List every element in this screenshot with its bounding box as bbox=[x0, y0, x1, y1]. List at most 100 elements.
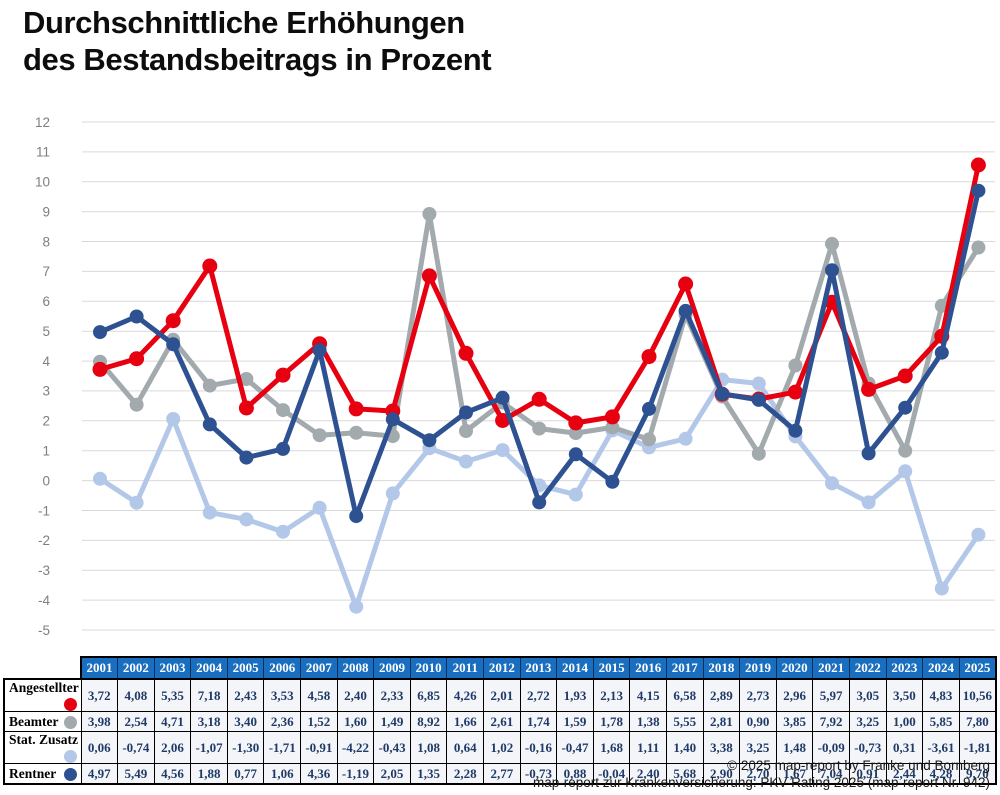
series-marker-beamter bbox=[642, 432, 656, 447]
value-cell: 2,44 bbox=[885, 763, 924, 785]
value-cell: 2,61 bbox=[483, 711, 521, 732]
y-axis-tick-label: 3 bbox=[42, 384, 50, 399]
value-cell: 3,50 bbox=[885, 678, 924, 712]
value-cell: 1,48 bbox=[775, 731, 814, 764]
legend-dot-rentner bbox=[63, 767, 77, 781]
series-marker-beamter bbox=[788, 358, 803, 373]
series-marker-angestellter bbox=[421, 268, 437, 284]
year-header-2002: 2002 bbox=[117, 656, 155, 680]
year-header-2015: 2015 bbox=[592, 656, 631, 680]
y-axis-tick-label: -4 bbox=[38, 593, 50, 608]
year-header-2012: 2012 bbox=[483, 656, 521, 680]
value-cell: 4,26 bbox=[446, 678, 485, 712]
series-marker-beamter bbox=[825, 236, 839, 251]
value-cell: 3,38 bbox=[702, 731, 741, 764]
series-marker-rentner bbox=[532, 495, 547, 510]
value-cell: 2,90 bbox=[702, 763, 741, 785]
value-cell: -0,91 bbox=[300, 731, 338, 764]
series-marker-rentner bbox=[349, 509, 364, 524]
value-cell: 2,28 bbox=[446, 763, 485, 785]
value-cell: -0,74 bbox=[117, 731, 155, 764]
series-marker-stat-zusatz bbox=[276, 524, 290, 539]
title-line-1: Durchschnittliche Erhöhungen bbox=[23, 5, 465, 40]
series-marker-angestellter bbox=[861, 381, 877, 397]
value-cell: 5,55 bbox=[666, 711, 704, 732]
series-marker-rentner bbox=[715, 386, 730, 401]
y-axis-tick-label: -5 bbox=[38, 623, 50, 638]
value-cell: 1,40 bbox=[666, 731, 704, 764]
series-marker-angestellter bbox=[238, 400, 254, 416]
series-marker-rentner bbox=[971, 183, 986, 198]
value-cell: 2,81 bbox=[702, 711, 741, 732]
series-marker-beamter bbox=[422, 207, 437, 221]
series-marker-rentner bbox=[385, 412, 400, 427]
series-marker-angestellter bbox=[897, 368, 913, 384]
value-cell: 10,56 bbox=[958, 678, 997, 712]
series-marker-angestellter bbox=[202, 258, 218, 274]
series-marker-angestellter bbox=[275, 367, 291, 383]
value-cell: 2,72 bbox=[519, 678, 558, 712]
series-marker-beamter bbox=[459, 424, 473, 438]
table-row-beamter: Beamter 3,98 2,54 4,71 3,18 3,40 2,36 1,52 1,60 1… bbox=[3, 711, 997, 732]
value-cell: 2,36 bbox=[263, 711, 302, 732]
series-marker-angestellter bbox=[787, 384, 803, 400]
value-cell: 2,06 bbox=[153, 731, 192, 764]
year-header-2009: 2009 bbox=[373, 656, 411, 680]
value-cell: 0,91 bbox=[848, 763, 887, 785]
value-cell: 1,74 bbox=[519, 711, 558, 732]
value-cell: 2,40 bbox=[336, 678, 375, 712]
value-cell: 9,70 bbox=[958, 763, 997, 785]
series-marker-rentner bbox=[568, 447, 583, 462]
series-marker-rentner bbox=[678, 303, 693, 318]
value-cell: -1,30 bbox=[226, 731, 265, 764]
value-cell: 0,88 bbox=[556, 763, 594, 785]
series-marker-beamter bbox=[129, 397, 144, 412]
series-marker-beamter bbox=[312, 428, 327, 443]
value-cell: 1,11 bbox=[629, 731, 667, 764]
y-axis-tick-label: 5 bbox=[42, 324, 50, 339]
value-cell: 4,97 bbox=[80, 763, 119, 785]
year-header-2011: 2011 bbox=[446, 656, 485, 680]
year-header-2003: 2003 bbox=[153, 656, 192, 680]
year-header-2025: 2025 bbox=[958, 656, 997, 680]
value-cell: 0,06 bbox=[80, 731, 119, 764]
series-marker-rentner bbox=[495, 390, 510, 405]
series-marker-beamter bbox=[532, 421, 547, 436]
series-marker-rentner bbox=[934, 345, 949, 360]
series-name: Angestellter bbox=[9, 680, 79, 695]
series-marker-stat-zusatz bbox=[971, 527, 986, 542]
series-marker-stat-zusatz bbox=[239, 512, 254, 527]
value-cell: 2,43 bbox=[226, 678, 265, 712]
value-cell: 4,83 bbox=[922, 678, 960, 712]
value-cell: -4,22 bbox=[336, 731, 375, 764]
year-header-2010: 2010 bbox=[409, 656, 448, 680]
value-cell: -1,71 bbox=[263, 731, 302, 764]
value-cell: 3,98 bbox=[80, 711, 119, 732]
value-cell: 2,54 bbox=[117, 711, 155, 732]
value-cell: 7,80 bbox=[958, 711, 997, 732]
value-cell: -3,61 bbox=[922, 731, 960, 764]
series-marker-stat-zusatz bbox=[861, 495, 876, 510]
series-marker-stat-zusatz bbox=[385, 486, 400, 501]
y-axis-tick-label: -3 bbox=[38, 563, 50, 578]
value-cell: 1,38 bbox=[629, 711, 667, 732]
value-cell: 4,58 bbox=[300, 678, 338, 712]
series-marker-beamter bbox=[568, 426, 583, 441]
value-cell: -0,16 bbox=[519, 731, 558, 764]
series-line-stat-zusatz bbox=[97, 377, 981, 610]
series-marker-stat-zusatz bbox=[934, 581, 949, 596]
footer-copyright: © 2025 map-report by Franke und Bornberg bbox=[727, 758, 990, 773]
value-cell: 1,66 bbox=[446, 711, 485, 732]
y-axis-tick-label: -2 bbox=[38, 533, 50, 548]
value-cell: 3,18 bbox=[190, 711, 228, 732]
row-label-angestellter: Angestellter bbox=[3, 678, 82, 712]
series-marker-rentner bbox=[129, 309, 144, 324]
series-name: Beamter bbox=[9, 713, 59, 729]
value-cell: 1,35 bbox=[409, 763, 448, 785]
value-cell: 2,73 bbox=[739, 678, 777, 712]
y-axis-tick-label: 4 bbox=[42, 354, 50, 369]
value-cell: 3,85 bbox=[775, 711, 814, 732]
value-cell: 3,53 bbox=[263, 678, 302, 712]
value-cell: 1,06 bbox=[263, 763, 302, 785]
page-title: Durchschnittliche Erhöhungen des Bestand… bbox=[23, 4, 492, 78]
